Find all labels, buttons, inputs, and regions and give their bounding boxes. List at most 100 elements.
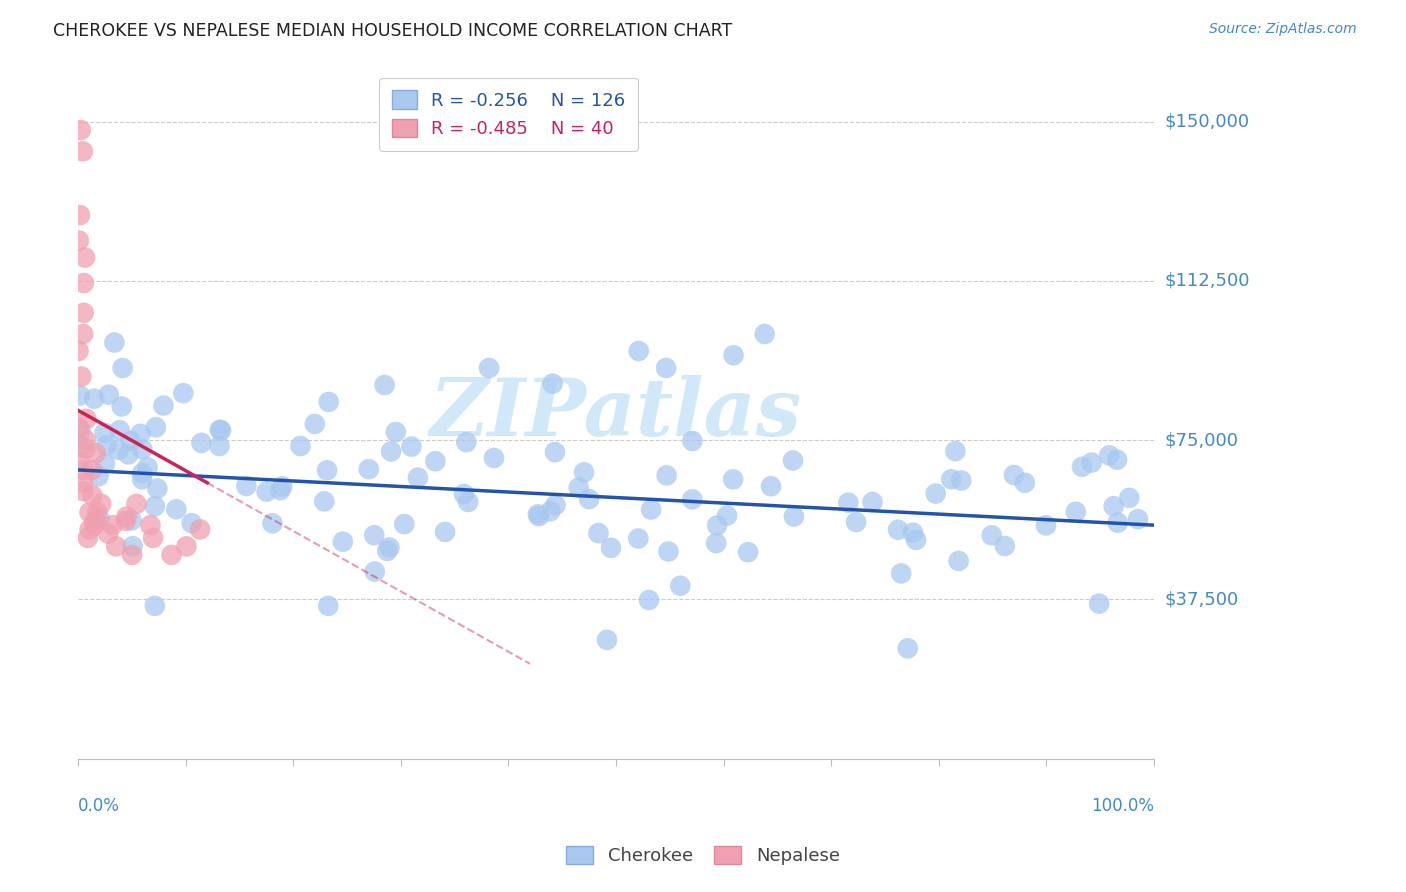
Point xyxy=(160,548,183,562)
Point xyxy=(69,388,91,402)
Point xyxy=(1107,452,1129,467)
Point xyxy=(290,439,312,453)
Point xyxy=(380,444,402,458)
Point xyxy=(737,545,759,559)
Legend: R = -0.256    N = 126, R = -0.485    N = 40: R = -0.256 N = 126, R = -0.485 N = 40 xyxy=(378,78,638,151)
Point xyxy=(1014,475,1036,490)
Point xyxy=(125,497,148,511)
Point xyxy=(143,599,166,613)
Point xyxy=(86,505,108,519)
Point xyxy=(131,466,153,480)
Legend: Cherokee, Nepalese: Cherokee, Nepalese xyxy=(558,838,848,872)
Point xyxy=(79,523,101,537)
Text: ZIPatlas: ZIPatlas xyxy=(430,375,801,452)
Point xyxy=(925,486,948,500)
Point xyxy=(721,472,744,486)
Point xyxy=(172,386,194,401)
Point xyxy=(75,433,97,447)
Point xyxy=(434,524,457,539)
Point xyxy=(723,348,745,362)
Point xyxy=(1071,459,1094,474)
Point xyxy=(111,400,134,414)
Point xyxy=(627,532,650,546)
Point xyxy=(103,335,125,350)
Point xyxy=(69,424,91,438)
Point xyxy=(67,234,90,248)
Point xyxy=(80,463,103,477)
Point xyxy=(67,440,90,454)
Point xyxy=(783,509,806,524)
Point xyxy=(655,361,678,376)
Point xyxy=(318,395,340,409)
Point xyxy=(139,518,162,533)
Point xyxy=(375,544,398,558)
Point xyxy=(114,514,136,528)
Point xyxy=(655,468,678,483)
Point xyxy=(941,472,963,486)
Point xyxy=(73,276,96,290)
Point xyxy=(905,533,928,547)
Text: CHEROKEE VS NEPALESE MEDIAN HOUSEHOLD INCOME CORRELATION CHART: CHEROKEE VS NEPALESE MEDIAN HOUSEHOLD IN… xyxy=(53,22,733,40)
Point xyxy=(235,479,257,493)
Point xyxy=(364,565,387,579)
Point xyxy=(638,593,661,607)
Point xyxy=(190,435,212,450)
Point xyxy=(457,495,479,509)
Point xyxy=(782,453,804,467)
Point xyxy=(862,495,884,509)
Point xyxy=(269,483,291,498)
Point xyxy=(75,442,97,456)
Point xyxy=(374,378,396,392)
Point xyxy=(105,540,128,554)
Point xyxy=(115,509,138,524)
Point xyxy=(453,487,475,501)
Point xyxy=(482,450,505,465)
Text: 100.0%: 100.0% xyxy=(1091,797,1154,814)
Point xyxy=(145,420,167,434)
Point xyxy=(82,488,104,502)
Point xyxy=(1098,449,1121,463)
Point xyxy=(1118,491,1140,505)
Point xyxy=(90,497,112,511)
Point xyxy=(69,208,91,222)
Point xyxy=(316,599,339,613)
Point xyxy=(89,512,111,526)
Point xyxy=(754,326,776,341)
Point xyxy=(73,306,96,320)
Point xyxy=(669,579,692,593)
Point xyxy=(378,541,401,555)
Point xyxy=(994,539,1017,553)
Point xyxy=(69,123,91,137)
Point xyxy=(73,463,96,477)
Point xyxy=(73,251,96,265)
Point xyxy=(70,369,93,384)
Text: $112,500: $112,500 xyxy=(1166,272,1250,290)
Point xyxy=(943,444,966,458)
Point xyxy=(541,376,564,391)
Point xyxy=(111,361,134,376)
Point xyxy=(83,514,105,528)
Point xyxy=(572,466,595,480)
Point xyxy=(627,343,650,358)
Point xyxy=(948,554,970,568)
Point xyxy=(640,502,662,516)
Point xyxy=(117,447,139,461)
Point xyxy=(121,539,143,553)
Point xyxy=(681,492,703,507)
Point xyxy=(1080,456,1102,470)
Point xyxy=(588,526,610,541)
Point xyxy=(950,474,973,488)
Point xyxy=(544,498,567,512)
Point xyxy=(97,387,120,401)
Point xyxy=(332,534,354,549)
Point xyxy=(314,494,336,508)
Point xyxy=(759,479,782,493)
Point xyxy=(72,484,94,499)
Text: $37,500: $37,500 xyxy=(1166,591,1239,608)
Point xyxy=(67,343,90,358)
Point xyxy=(72,145,94,159)
Point xyxy=(316,463,339,477)
Point xyxy=(188,523,211,537)
Point xyxy=(72,326,94,341)
Point xyxy=(120,434,142,448)
